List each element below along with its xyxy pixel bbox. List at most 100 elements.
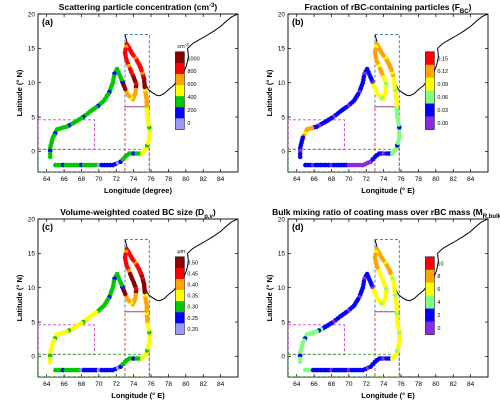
y-tick-label: 10 xyxy=(278,285,286,292)
y-tick-label: 20 xyxy=(278,216,286,223)
colorbar-segment xyxy=(175,107,185,119)
colorbar-tick-label: 800 xyxy=(187,69,196,75)
title-part: BC xyxy=(460,9,469,15)
colorbar-tick-label: 600 xyxy=(187,82,196,88)
panel-label: (b) xyxy=(292,17,304,27)
colorbar-tick-label: 0.45 xyxy=(187,271,198,277)
y-tick-label: 0 xyxy=(281,149,285,156)
x-tick-label: 76 xyxy=(397,176,405,183)
x-tick-label: 64 xyxy=(293,381,301,388)
y-axis-label: Latitude (° N) xyxy=(265,274,274,321)
colorbar-segment xyxy=(425,64,435,79)
region-box xyxy=(374,34,400,108)
colorbar-tick-label: 4 xyxy=(437,300,440,306)
region-box xyxy=(38,119,95,150)
x-tick-label: 72 xyxy=(363,381,371,388)
chart-panel-1: Scattering particle concentration (cm-3)… xyxy=(15,2,239,195)
colorbar-segment xyxy=(175,118,185,130)
plot-frame xyxy=(37,13,239,173)
colorbar-tick-label: 10 xyxy=(437,261,443,267)
colorbar-segment xyxy=(175,301,185,313)
x-tick-label: 70 xyxy=(95,381,103,388)
track-point xyxy=(297,359,303,365)
title-part: ) xyxy=(214,2,217,12)
x-tick-label: 80 xyxy=(182,381,190,388)
colorbar-tick-label: 0.20 xyxy=(187,327,198,333)
colorbar-segment xyxy=(425,256,435,271)
colorbar-segment xyxy=(425,90,435,104)
colorbar-frame xyxy=(175,256,185,335)
x-tick-label: 70 xyxy=(95,176,103,183)
y-tick-label: 0 xyxy=(31,149,35,156)
x-tick-label: 66 xyxy=(310,176,318,183)
x-tick-label: 68 xyxy=(328,176,336,183)
x-axis-label: Longitude (° E) xyxy=(111,391,165,400)
panel-label: (c) xyxy=(42,222,53,232)
x-tick-label: 82 xyxy=(200,176,208,183)
panel-label: (a) xyxy=(42,17,53,27)
colorbar-tick-label: 0.00 xyxy=(437,121,448,127)
colorbar-tick-label: 0.03 xyxy=(437,108,448,114)
chart-title: Bulk mixing ratio of coating mass over r… xyxy=(272,207,500,220)
x-tick-label: 80 xyxy=(182,176,190,183)
y-tick-label: 0 xyxy=(31,354,35,361)
x-tick-label: 66 xyxy=(60,176,68,183)
colorbar-tick-label: 0 xyxy=(437,326,440,332)
x-tick-label: 72 xyxy=(113,381,121,388)
title-part: R,bulk xyxy=(483,214,500,220)
x-axis-label: Longitude (degree) xyxy=(104,186,172,195)
chart-panel-2: Fraction of rBC-containing particles (FB… xyxy=(265,2,489,195)
y-axis-label: Latitude (° N) xyxy=(265,69,274,116)
colorbar-tick-label: 0.40 xyxy=(187,283,198,289)
title-part: Volume-weighted coated BC size (D xyxy=(60,207,204,217)
colorbar-segment xyxy=(425,103,435,117)
colorbar-segment xyxy=(175,278,185,291)
colorbar-tick-label: 0.09 xyxy=(437,82,448,88)
colorbar-segment xyxy=(425,321,435,335)
x-tick-label: 74 xyxy=(130,176,138,183)
x-tick-label: 76 xyxy=(147,381,155,388)
x-tick-label: 64 xyxy=(293,176,301,183)
colorbar-unit-part: cm xyxy=(177,44,185,50)
y-tick-label: 10 xyxy=(278,80,286,87)
y-tick-label: 5 xyxy=(281,319,285,326)
colorbar-tick-label: 0.15 xyxy=(437,56,448,62)
x-tick-label: 72 xyxy=(363,176,371,183)
colorbar-segment xyxy=(175,85,185,97)
colorbar-frame xyxy=(425,51,435,130)
x-axis-label: Longitude (° E) xyxy=(361,391,415,400)
x-axis-label: Longitude (° E) xyxy=(361,186,415,195)
x-tick-label: 68 xyxy=(328,381,336,388)
y-tick-label: 5 xyxy=(31,114,35,121)
x-tick-label: 82 xyxy=(450,381,458,388)
x-tick-label: 74 xyxy=(380,176,388,183)
y-tick-label: 10 xyxy=(28,80,36,87)
x-tick-label: 84 xyxy=(467,176,475,183)
plot-content xyxy=(38,14,238,172)
colorbar-tick-label: 8 xyxy=(437,274,440,280)
x-tick-label: 78 xyxy=(165,176,173,183)
colorbar-tick-label: 0.50 xyxy=(187,260,198,266)
panel-label: (d) xyxy=(292,222,304,232)
x-tick-label: 72 xyxy=(113,176,121,183)
colorbar-tick-label: 0.25 xyxy=(187,316,198,322)
title-part: ) xyxy=(469,2,472,12)
track-point xyxy=(47,359,53,365)
plot-frame xyxy=(287,13,489,173)
colorbar-tick-label: 6 xyxy=(437,287,440,293)
x-tick-label: 80 xyxy=(432,176,440,183)
y-tick-label: 5 xyxy=(31,319,35,326)
chart-title: Volume-weighted coated BC size (Dp,v) xyxy=(60,207,216,220)
y-tick-label: 15 xyxy=(278,46,286,53)
x-tick-label: 70 xyxy=(345,381,353,388)
y-tick-label: 15 xyxy=(28,251,36,258)
x-tick-label: 76 xyxy=(147,176,155,183)
colorbar-unit-part: μm xyxy=(177,249,185,255)
colorbar-segment xyxy=(425,308,435,322)
colorbar-segment xyxy=(175,267,185,280)
colorbar-tick-label: 0 xyxy=(187,121,190,127)
colorbar-segment xyxy=(425,295,435,309)
colorbar-unit-label: μm xyxy=(177,249,185,255)
title-part: Fraction of rBC-containing particles (F xyxy=(305,2,460,12)
